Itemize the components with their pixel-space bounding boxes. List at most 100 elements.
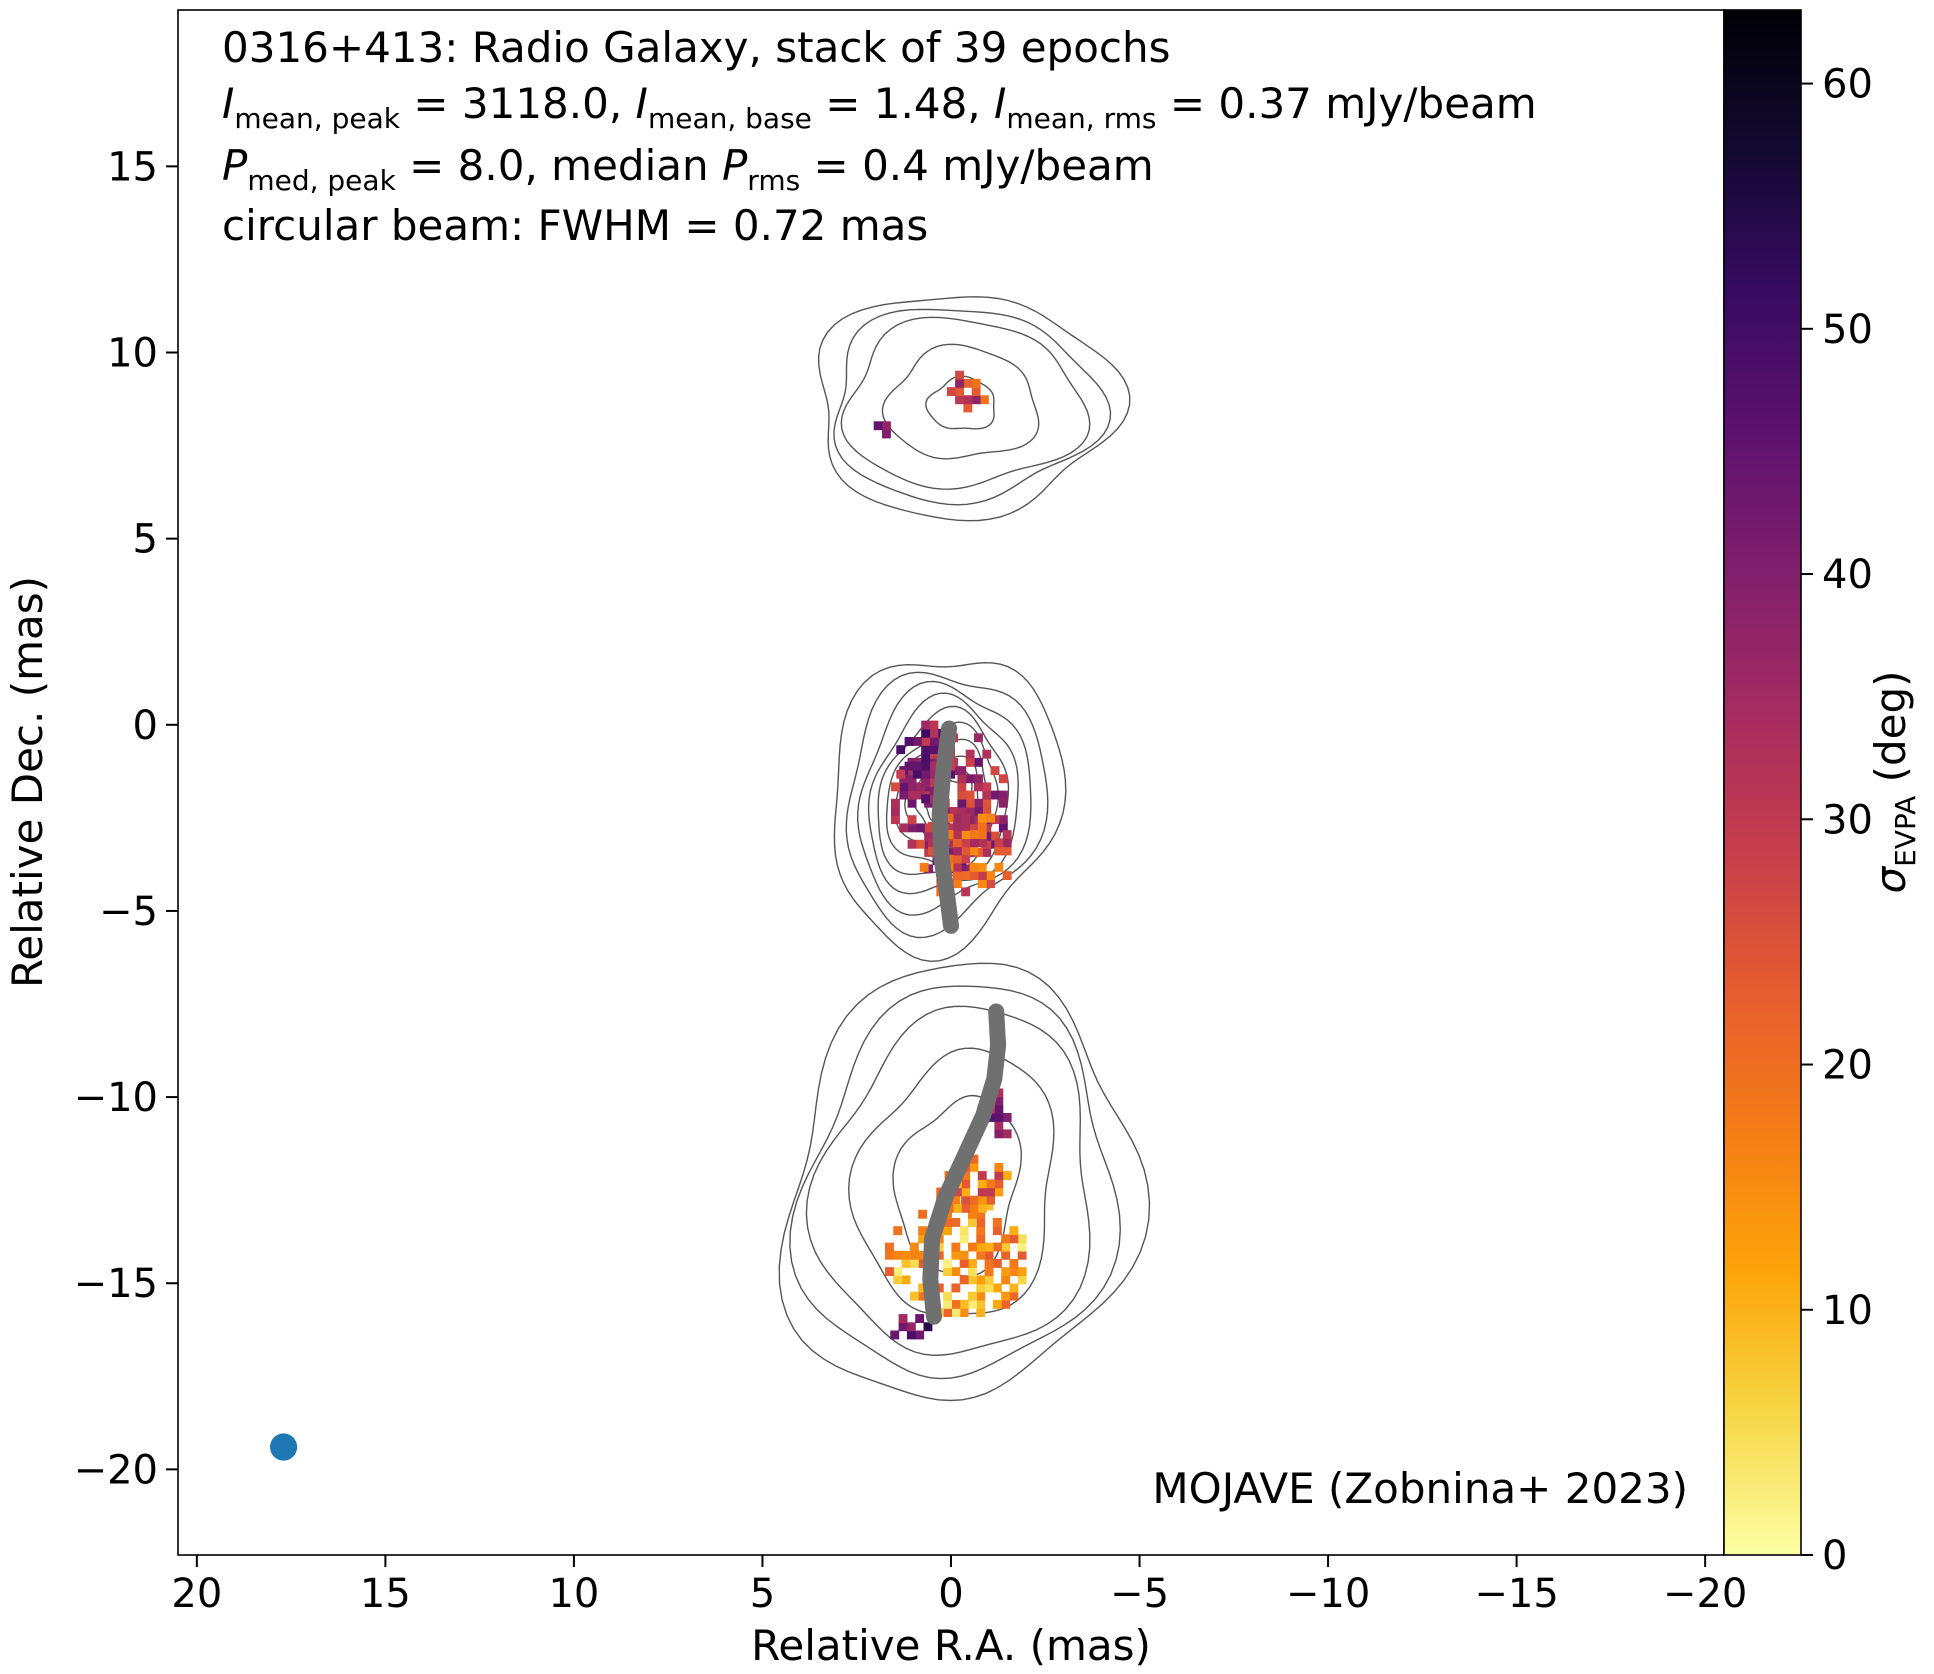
pol-pixel [971, 378, 981, 388]
pol-pixel [982, 790, 992, 800]
pol-pixel [952, 846, 962, 856]
contour-level [805, 1005, 1091, 1357]
pol-pixel [1009, 1283, 1019, 1293]
pol-pixel [957, 782, 967, 792]
contour-level [833, 308, 1112, 506]
pol-pixel [982, 831, 992, 841]
pol-pixel [943, 1291, 952, 1301]
pol-pixel [896, 769, 906, 779]
pol-pixel [974, 798, 983, 808]
colorbar-label: σEVPA (deg) [1866, 670, 1922, 893]
pol-pixel [961, 821, 971, 831]
pol-pixel [928, 838, 937, 848]
pol-pixel [955, 387, 964, 396]
pol-pixel [955, 378, 964, 388]
pol-pixel [969, 862, 979, 872]
pol-pixel [990, 766, 1000, 775]
y-tick-label: −20 [74, 1447, 158, 1493]
title-line-1: 0316+413: Radio Galaxy, stack of 39 epoc… [222, 23, 1171, 72]
pol-pixel [1017, 1250, 1027, 1260]
pol-pixel [951, 1267, 961, 1277]
pol-pixel [968, 1267, 977, 1277]
beam-circle [269, 1433, 298, 1461]
pol-pixel [907, 774, 917, 784]
pol-pixel [882, 421, 891, 431]
pol-pixel [1001, 1291, 1011, 1301]
pol-pixel [943, 1226, 952, 1236]
pol-pixel [986, 871, 995, 880]
pol-pixel [891, 815, 900, 825]
stats-line-1: Imean, peak = 3118.0, Imean, base = 1.48… [222, 79, 1537, 135]
pol-pixel [1009, 1234, 1019, 1244]
pol-pixel [907, 790, 917, 800]
pol-pixel [951, 1193, 961, 1203]
colorbar-tick-label: 50 [1822, 307, 1873, 353]
stats-peak-subscript: mean, peak [234, 102, 400, 135]
pol-pixel [912, 761, 922, 771]
pol-pixel [969, 1203, 979, 1213]
pol-pixel [994, 1104, 1004, 1114]
pol-pixel [961, 1195, 971, 1205]
pol-pixel [952, 1203, 962, 1213]
contour-level [881, 343, 1040, 460]
pol-pixel [907, 766, 917, 775]
contour-level [817, 296, 1131, 522]
pol-pixel [974, 782, 983, 792]
pol-pixel [968, 1218, 977, 1227]
pol-pixel [907, 798, 917, 808]
colorbar-tick-label: 0 [1822, 1533, 1847, 1579]
pol-pixel [969, 1162, 979, 1172]
pol-pixel [968, 1291, 977, 1301]
pol-pixel [977, 1179, 987, 1189]
pol-pixel [977, 830, 987, 839]
pol-pixel [915, 790, 925, 800]
pol-pixel [907, 815, 917, 825]
pol-pixel [929, 720, 939, 730]
pol-pixel [1001, 1242, 1011, 1252]
pol-pixel [918, 1283, 928, 1293]
pol-pixel [986, 1195, 995, 1205]
x-tick-label: 20 [171, 1571, 222, 1617]
pol-pixel [977, 862, 987, 872]
x-tick-label: 10 [548, 1571, 599, 1617]
pol-pixel [994, 862, 1004, 872]
pol-pixel [921, 745, 931, 755]
colorbar: 0 10 20 30 40 50 60 σEVPA (deg) [1723, 9, 1922, 1579]
pol-pixel [921, 753, 931, 763]
pol-pixel [918, 1226, 928, 1236]
stats-i-symbol-3: I [994, 79, 1006, 128]
pol-pixel [901, 1250, 911, 1260]
pol-pixel [961, 854, 971, 864]
pol-pixel [1017, 1242, 1027, 1252]
pol-pixel [965, 807, 975, 816]
x-tick-label: −10 [1286, 1571, 1370, 1617]
pol-pixel [946, 387, 956, 396]
pol-pixel [873, 421, 883, 431]
pol-pixel [893, 1267, 903, 1277]
stats-p-peak-value: = 8.0, median [396, 141, 722, 190]
pol-pixel [977, 871, 987, 880]
pol-pixel [990, 815, 1000, 825]
pol-pixel [918, 1291, 928, 1301]
pol-pixel [951, 1250, 961, 1260]
pol-pixel [957, 766, 967, 775]
pol-pixel [1002, 838, 1012, 848]
pol-pixel [986, 813, 995, 823]
pol-pixel [980, 395, 989, 405]
credit-label: MOJAVE (Zobnina+ 2023) [1152, 1464, 1688, 1513]
pol-pixel [943, 1299, 952, 1309]
pol-pixel [899, 774, 909, 784]
pol-pixel [990, 790, 1000, 800]
pol-pixel [992, 1259, 1002, 1268]
contour-level [833, 661, 1067, 963]
pol-pixel [1009, 1259, 1019, 1268]
pol-pixel [1017, 1234, 1027, 1244]
pol-pixel [976, 1308, 986, 1317]
pol-pixel [921, 761, 931, 771]
stats-p-symbol: P [222, 141, 248, 190]
ridge-lines [922, 720, 1007, 1325]
colorbar-tick-label: 60 [1822, 62, 1873, 108]
pol-pixel [1001, 1267, 1011, 1277]
pol-pixel [976, 1291, 986, 1301]
pol-pixel [992, 1226, 1002, 1236]
